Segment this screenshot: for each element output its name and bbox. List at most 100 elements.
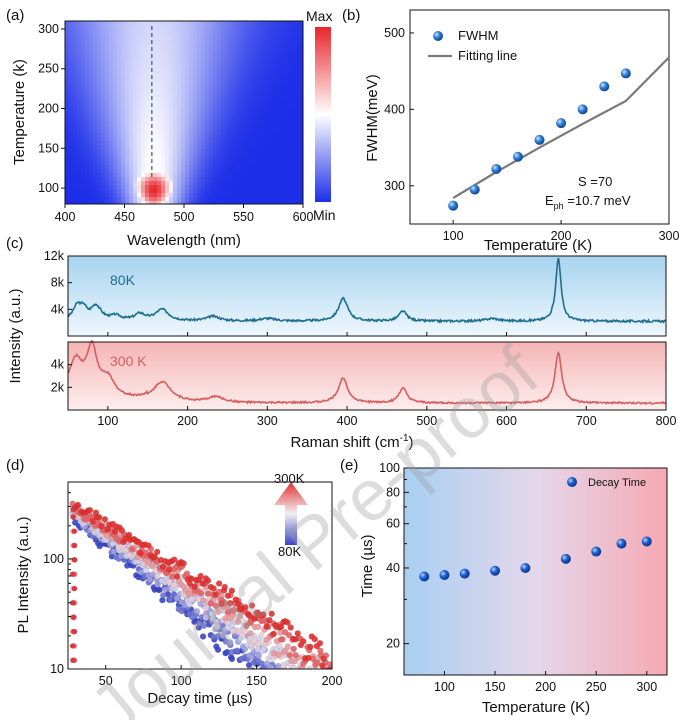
heatmap-cell — [145, 157, 150, 162]
heatmap-cell — [293, 197, 298, 202]
heatmap-cell — [277, 69, 282, 74]
heatmap-cell — [257, 33, 262, 38]
heatmap-cell — [121, 109, 126, 114]
legend-top-label: 300K — [274, 471, 305, 486]
heatmap-cell — [73, 105, 78, 110]
heatmap-cell — [133, 33, 138, 38]
heatmap-cell — [269, 93, 274, 98]
heatmap-cell — [217, 101, 222, 106]
heatmap-cell — [301, 29, 303, 34]
heatmap-cell — [249, 137, 254, 142]
heatmap-cell — [293, 89, 298, 94]
heatmap-cell — [149, 129, 154, 134]
heatmap-cell — [221, 29, 226, 34]
heatmap-cell — [69, 113, 74, 118]
heatmap-cell — [249, 121, 254, 126]
y-tick-label: 20 — [386, 637, 400, 651]
heatmap-cell — [153, 141, 158, 146]
heatmap-cell — [265, 85, 270, 90]
heatmap-cell — [197, 105, 202, 110]
heatmap-cell — [261, 153, 266, 158]
heatmap-cell — [169, 173, 174, 178]
heatmap-cell — [241, 49, 246, 54]
heatmap-cell — [69, 53, 74, 58]
decay-point — [129, 546, 136, 553]
heatmap-cell — [157, 193, 162, 198]
heatmap-cell — [85, 65, 90, 70]
heatmap-cell — [181, 65, 186, 70]
heatmap-cell — [73, 29, 78, 34]
heatmap-cell — [73, 53, 78, 58]
fwhm-point — [491, 163, 502, 174]
heatmap-cell — [73, 133, 78, 138]
heatmap-cell — [237, 197, 242, 202]
heatmap-cell — [149, 165, 154, 170]
heatmap-cell — [269, 25, 274, 30]
heatmap-cell — [273, 53, 278, 58]
heatmap-cell — [257, 97, 262, 102]
heatmap-cell — [229, 45, 234, 50]
heatmap-cell — [113, 133, 118, 138]
heatmap-cell — [93, 73, 98, 78]
plot-frame — [403, 467, 668, 676]
heatmap-cell — [101, 49, 106, 54]
heatmap-cell — [141, 49, 146, 54]
heatmap-cell — [149, 77, 154, 82]
heatmap-cell — [221, 57, 226, 62]
heatmap-cell — [229, 201, 234, 204]
heatmap-cell — [89, 69, 94, 74]
heatmap-cell — [257, 45, 262, 50]
heatmap-cell — [125, 21, 130, 26]
heatmap-cell — [73, 185, 78, 190]
heatmap-cell — [85, 113, 90, 118]
heatmap-cell — [277, 25, 282, 30]
heatmap-cell — [217, 165, 222, 170]
heatmap-cell — [77, 69, 82, 74]
heatmap-cell — [125, 145, 130, 150]
heatmap-cell — [205, 57, 210, 62]
heatmap-cell — [97, 157, 102, 162]
heatmap-cell — [109, 77, 114, 82]
heatmap-cell — [181, 97, 186, 102]
heatmap-cell — [109, 65, 114, 70]
heatmap-cell — [169, 121, 174, 126]
heatmap-cell — [285, 117, 290, 122]
heatmap-cell — [169, 69, 174, 74]
heatmap-cell — [281, 113, 286, 118]
heatmap-cell — [269, 113, 274, 118]
heatmap-cell — [73, 153, 78, 158]
heatmap-cell — [245, 105, 250, 110]
heatmap-cell — [281, 197, 286, 202]
heatmap-cell — [237, 53, 242, 58]
heatmap-cell — [153, 185, 158, 190]
heatmap-cell — [181, 69, 186, 74]
decay-point — [200, 622, 208, 629]
heatmap-cell — [81, 65, 86, 70]
heatmap-cell — [205, 181, 210, 186]
heatmap-cell — [237, 41, 242, 46]
heatmap-cell — [97, 53, 102, 58]
decay-point — [290, 670, 296, 676]
heatmap-cell — [165, 145, 170, 150]
heatmap-cell — [189, 49, 194, 54]
heatmap-cell — [133, 125, 138, 130]
heatmap-cell — [105, 125, 110, 130]
heatmap-cell — [129, 157, 134, 162]
heatmap-cell — [277, 93, 282, 98]
heatmap-cell — [229, 85, 234, 90]
heatmap-cell — [181, 77, 186, 82]
heatmap-cell — [249, 45, 254, 50]
heatmap-cell — [221, 165, 226, 170]
heatmap-cell — [189, 33, 194, 38]
heatmap-cell — [73, 129, 78, 134]
heatmap-cell — [177, 149, 182, 154]
heatmap-cell — [269, 149, 274, 154]
heatmap-cell — [281, 33, 286, 38]
heatmap-cell — [65, 81, 70, 86]
heatmap-cell — [69, 97, 74, 102]
heatmap-cell — [125, 101, 130, 106]
heatmap-cell — [257, 185, 262, 190]
heatmap-cell — [249, 57, 254, 62]
heatmap-cell — [257, 77, 262, 82]
